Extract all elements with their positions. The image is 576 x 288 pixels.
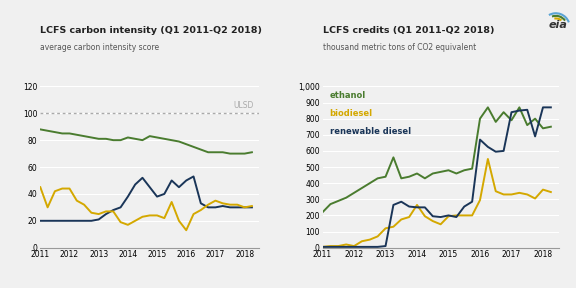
Text: LCFS credits (Q1 2011-Q2 2018): LCFS credits (Q1 2011-Q2 2018) <box>323 26 494 35</box>
Text: eia: eia <box>548 20 567 30</box>
Text: thousand metric tons of CO2 equivalent: thousand metric tons of CO2 equivalent <box>323 43 476 52</box>
Text: ethanol: ethanol <box>329 91 366 100</box>
Text: biodiesel: biodiesel <box>329 109 373 118</box>
Text: average carbon intensity score: average carbon intensity score <box>40 43 160 52</box>
Text: ULSD: ULSD <box>233 101 253 110</box>
Text: renewable diesel: renewable diesel <box>329 127 411 136</box>
Text: LCFS carbon intensity (Q1 2011-Q2 2018): LCFS carbon intensity (Q1 2011-Q2 2018) <box>40 26 262 35</box>
